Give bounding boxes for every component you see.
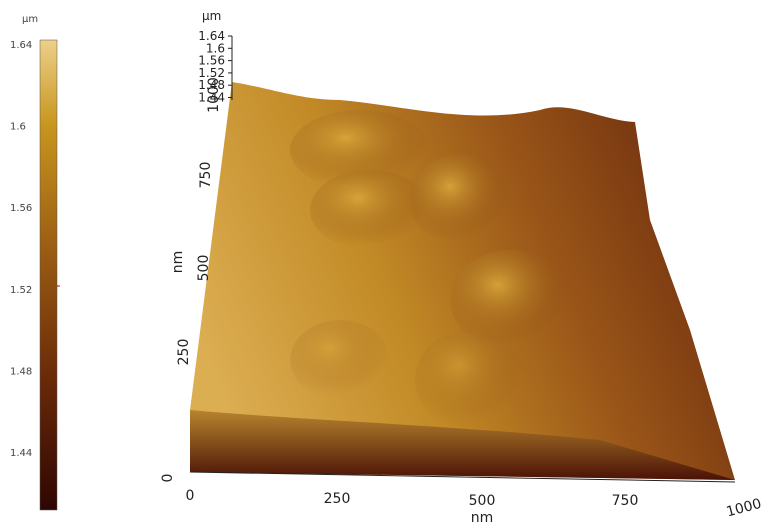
y-tick-label: 750 xyxy=(198,162,214,189)
colorbar-tick-label: 1.48 xyxy=(10,366,32,377)
y-axis-label: nm xyxy=(170,251,186,274)
x-tick-label: 500 xyxy=(469,493,496,509)
colorbar-tick-label: 1.64 xyxy=(10,40,32,51)
y-tick-label: 250 xyxy=(176,339,192,366)
x-axis-label: nm xyxy=(471,510,494,526)
x-tick-label: 250 xyxy=(324,491,351,507)
colorbar-tick-label: 1.56 xyxy=(10,203,32,214)
colorbar-tick-label: 1.6 xyxy=(10,122,26,133)
x-tick-label: 750 xyxy=(612,493,639,509)
y-tick-label: 500 xyxy=(196,255,212,282)
colorbar-tick-label: 1.52 xyxy=(10,285,32,296)
page: µm 1.641.61.561.521.481.44 µm 1.641.61.5… xyxy=(0,0,763,527)
y-tick-label: 1000 xyxy=(206,77,222,113)
surface-feature xyxy=(410,155,510,245)
y-tick-label: 0 xyxy=(160,474,176,483)
x-tick-label: 0 xyxy=(186,488,195,504)
z-axis-unit: µm xyxy=(202,9,221,23)
colorbar-unit: µm xyxy=(22,14,38,25)
x-tick-label: 1000 xyxy=(725,496,763,521)
colorbar-tick-label: 1.44 xyxy=(10,448,32,459)
colorbar xyxy=(40,40,57,510)
afm-figure: µm 1.641.61.561.521.481.44 µm 1.641.61.5… xyxy=(0,0,763,527)
surface-feature xyxy=(415,330,525,430)
surface-feature xyxy=(290,320,390,400)
